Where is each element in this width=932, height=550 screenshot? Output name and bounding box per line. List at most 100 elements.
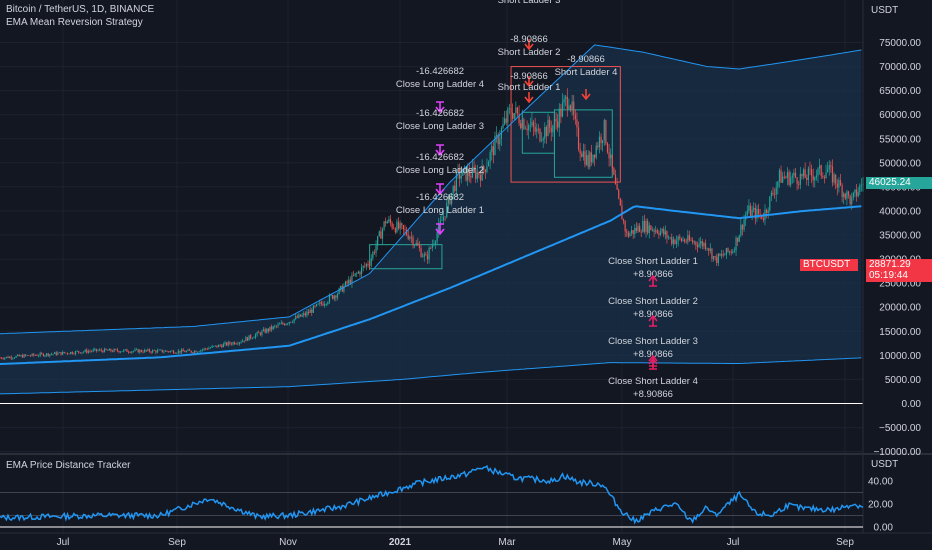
time-tick-label: Sep: [836, 537, 854, 548]
candle-body: [672, 239, 674, 244]
candle-body: [854, 189, 856, 193]
candle: [386, 219, 388, 224]
candle-body: [534, 126, 536, 132]
candle-body: [627, 232, 629, 237]
candle: [552, 124, 554, 137]
candle-body: [814, 177, 816, 181]
candle-body: [401, 223, 403, 226]
candle: [444, 216, 446, 222]
candle-body: [189, 349, 191, 351]
candle: [65, 352, 67, 354]
candle-body: [667, 237, 670, 239]
candle: [658, 230, 660, 239]
candle-body: [790, 177, 792, 185]
oscillator-legend[interactable]: EMA Price Distance Tracker: [6, 460, 131, 471]
candle-body: [748, 205, 750, 211]
candle-body: [163, 351, 165, 353]
candle: [454, 180, 456, 193]
candle: [415, 240, 417, 247]
candle: [238, 341, 241, 346]
candle: [414, 244, 416, 249]
candle-body: [499, 138, 501, 145]
candle-body: [254, 334, 257, 338]
candle-body: [295, 316, 297, 320]
candle-body: [100, 349, 102, 351]
candle: [563, 95, 565, 110]
candle: [616, 177, 618, 190]
candle: [163, 349, 165, 354]
candle: [412, 234, 414, 249]
candle: [802, 167, 805, 180]
candle-body: [360, 267, 363, 275]
candle: [150, 350, 152, 354]
candle-body: [438, 222, 440, 233]
candle-body: [614, 174, 617, 185]
candle: [147, 348, 149, 352]
candle-body: [13, 357, 16, 359]
candle-body: [422, 256, 424, 258]
candle: [121, 351, 123, 353]
candle: [60, 352, 62, 356]
time-axis[interactable]: Jul Sep Nov 2021 Mar May Jul Sep: [57, 537, 855, 548]
candle-body: [502, 124, 504, 129]
candle: [140, 349, 143, 353]
candle-body: [626, 231, 628, 233]
candle-body: [810, 169, 813, 176]
candle-body: [655, 230, 657, 232]
candle-body: [7, 356, 9, 359]
candle-body: [137, 349, 139, 353]
candle-body: [423, 254, 425, 257]
candle-body: [526, 128, 528, 131]
candle-body: [598, 136, 601, 148]
candle: [619, 197, 621, 206]
candle: [452, 185, 454, 200]
candle: [184, 350, 186, 353]
candle-body: [589, 152, 591, 167]
trade-label-short: Short Ladder 3: [498, 0, 560, 51]
candle: [267, 328, 269, 334]
candle: [862, 176, 864, 192]
candle: [489, 149, 491, 170]
candle: [246, 336, 249, 342]
candle-body: [597, 145, 599, 148]
candle: [483, 164, 485, 175]
candle: [584, 144, 586, 168]
candle: [504, 110, 506, 126]
candle: [272, 325, 274, 331]
strategy-legend[interactable]: EMA Mean Reversion Strategy: [6, 17, 143, 28]
candle: [118, 350, 120, 354]
trade-label-close-short: Close Short Ladder 2 +8.90866: [608, 296, 698, 327]
candle: [91, 350, 93, 353]
candle-body: [386, 221, 388, 224]
candle-body: [221, 345, 223, 348]
candle-body: [582, 151, 584, 157]
candle: [21, 353, 24, 358]
candle: [727, 247, 729, 254]
candle-body: [195, 351, 197, 353]
candle-body: [41, 353, 43, 354]
candle-body: [610, 154, 612, 159]
trade-label-text: -16.426682: [416, 152, 464, 163]
candle-body: [169, 351, 171, 352]
candle-body: [150, 351, 152, 353]
candle-body: [637, 225, 639, 231]
candle-body: [402, 225, 404, 230]
candle-body: [197, 351, 199, 353]
candle-body: [224, 342, 226, 344]
candle: [717, 252, 719, 267]
candle: [264, 327, 266, 334]
close-long-arrow-icon: [435, 144, 445, 157]
candle-body: [367, 263, 369, 266]
symbol-legend[interactable]: Bitcoin / TetherUS, 1D, BINANCE: [6, 4, 155, 15]
candle: [844, 192, 846, 201]
candle: [407, 229, 409, 241]
candle-body: [544, 126, 546, 139]
candle: [786, 167, 789, 186]
candle: [576, 112, 578, 137]
candle: [81, 352, 83, 355]
candle-body: [280, 322, 282, 325]
candle: [351, 272, 353, 288]
candle: [50, 352, 53, 356]
trade-label-text: -16.426682: [416, 66, 464, 77]
